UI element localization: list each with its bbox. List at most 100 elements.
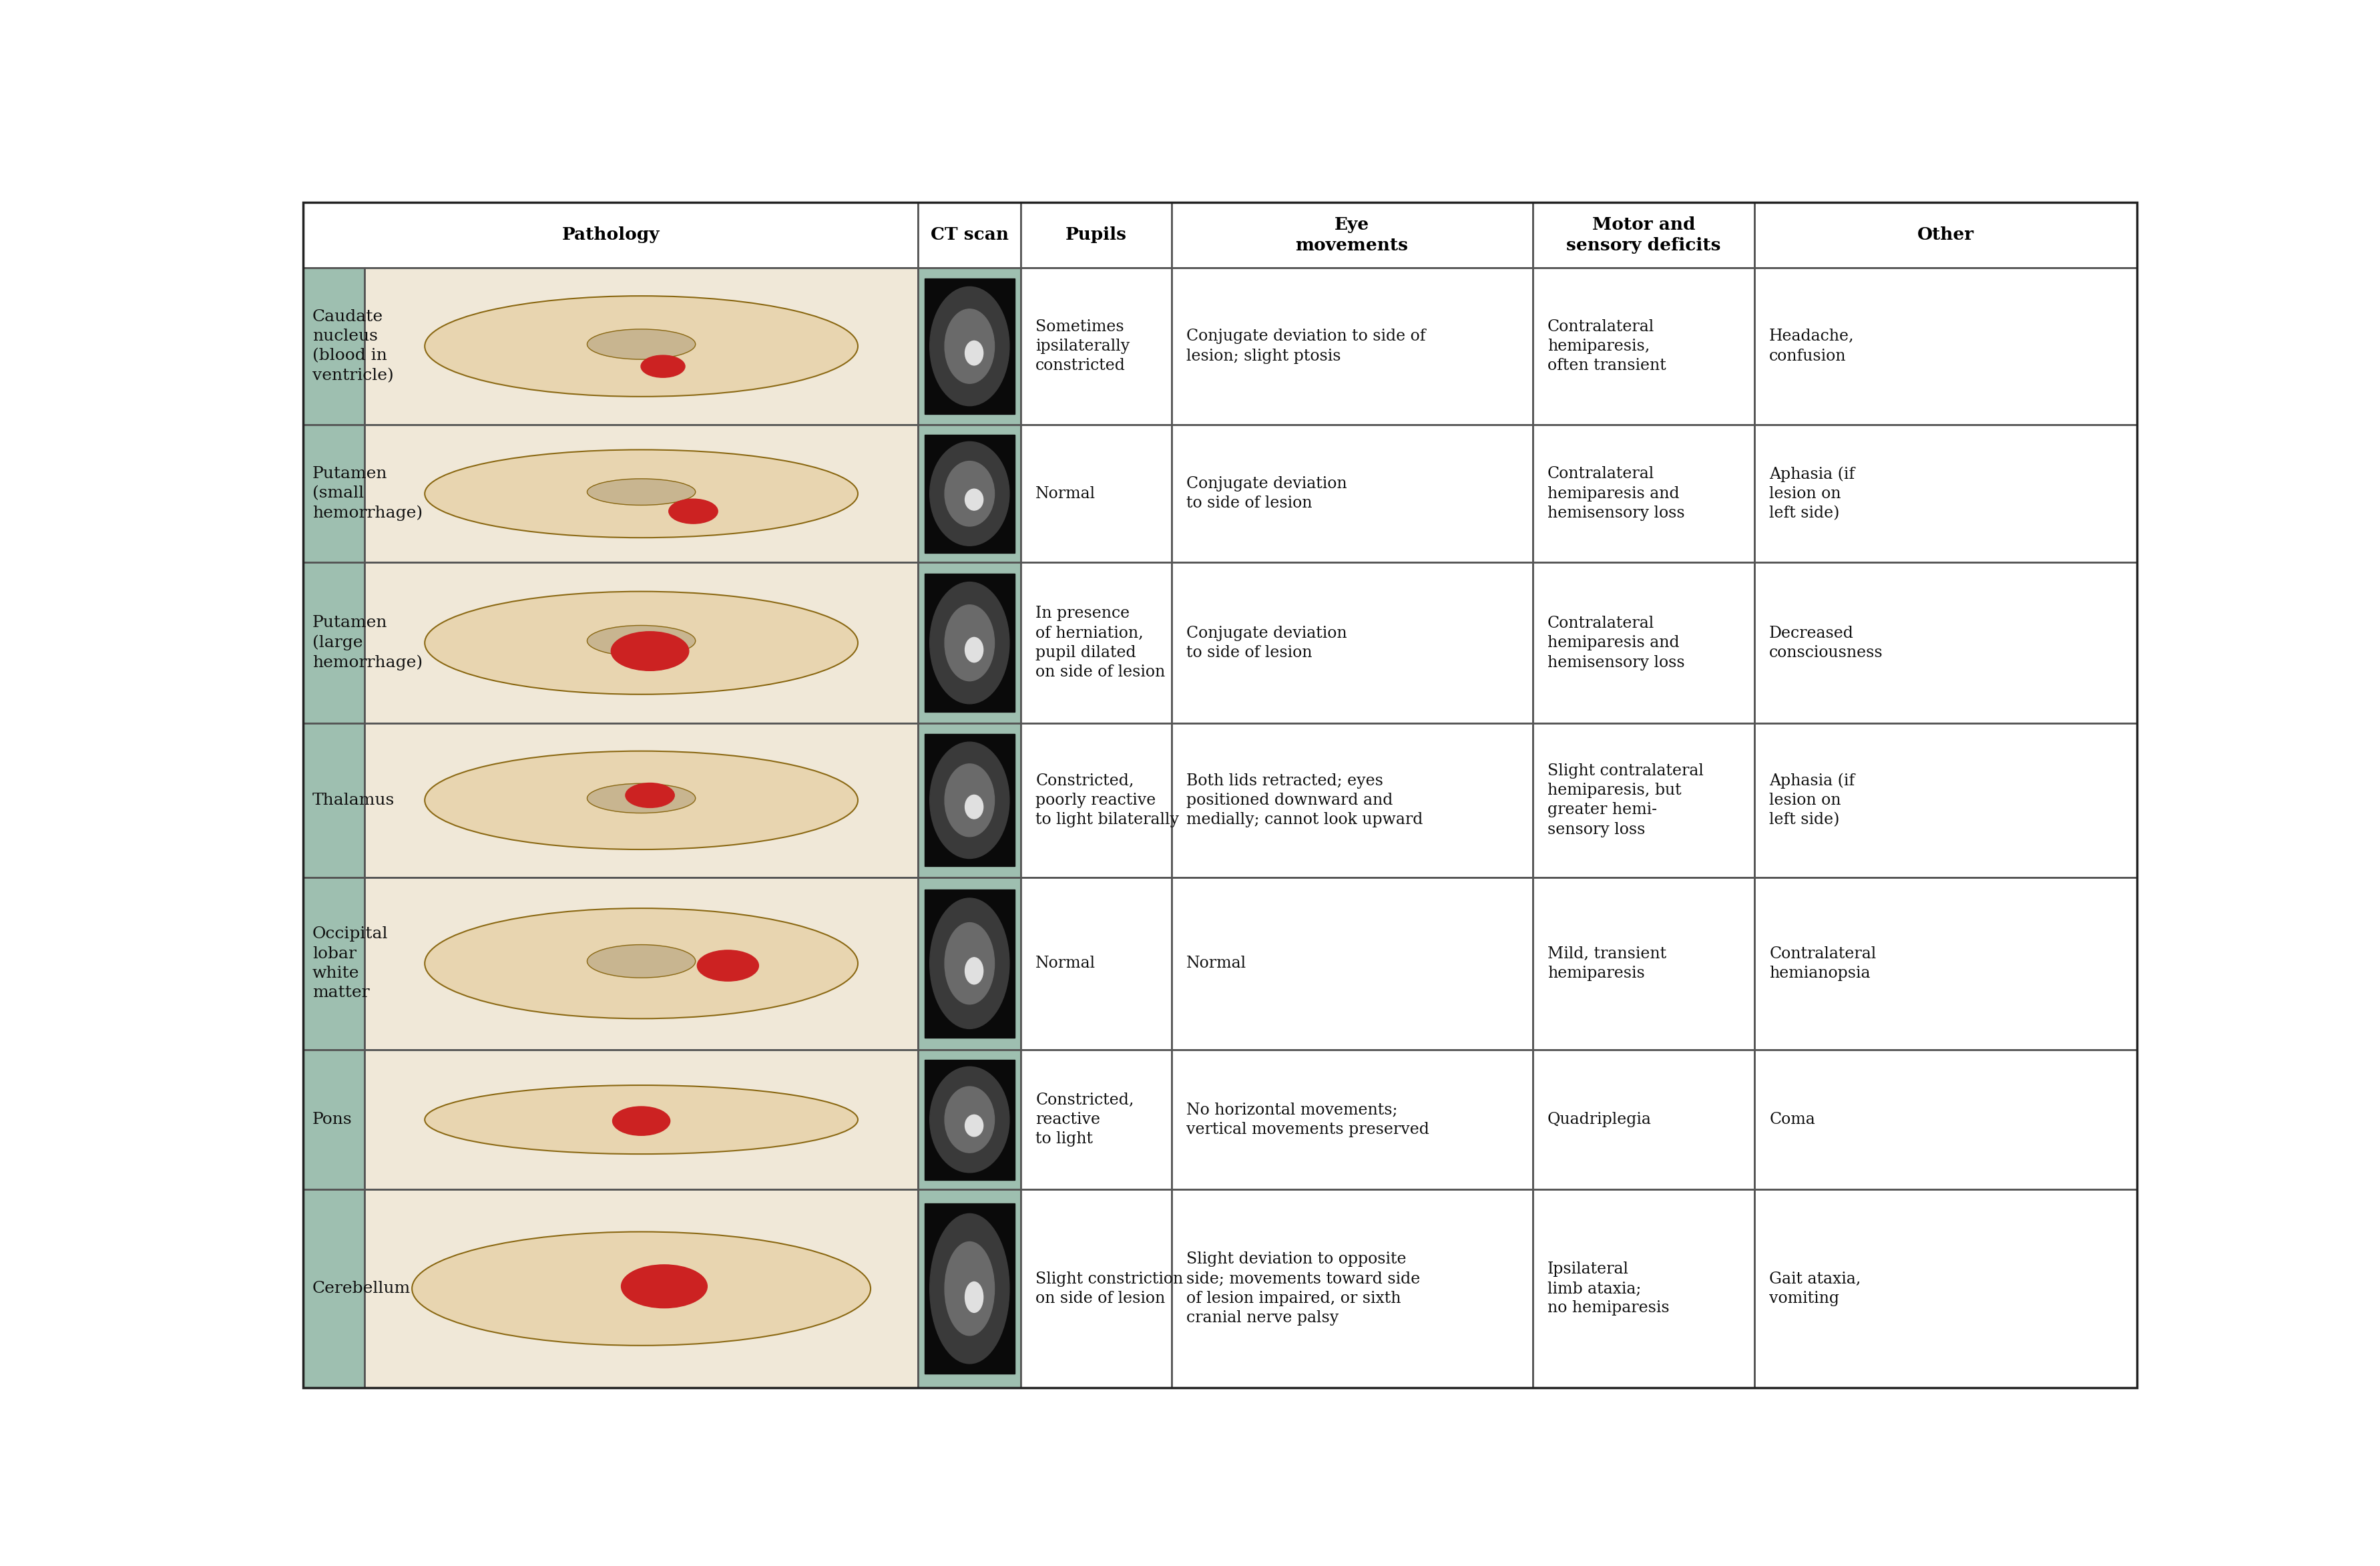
Ellipse shape (626, 783, 674, 808)
Bar (919, 424, 1021, 562)
Bar (1754, 723, 2137, 877)
Ellipse shape (931, 1214, 1009, 1364)
Bar (1533, 202, 1754, 268)
Bar (364, 1190, 919, 1387)
Bar (923, 889, 1014, 1038)
Text: Normal: Normal (1185, 955, 1245, 971)
Bar (302, 877, 364, 1049)
Text: Decreased
consciousness: Decreased consciousness (1768, 625, 1883, 661)
Ellipse shape (964, 341, 983, 365)
Bar (923, 1203, 1014, 1373)
Ellipse shape (669, 500, 716, 523)
Text: Conjugate deviation to side of
lesion; slight ptosis: Conjugate deviation to side of lesion; s… (1185, 329, 1426, 363)
Text: Thalamus: Thalamus (312, 792, 395, 808)
Bar (1754, 1190, 2137, 1387)
Text: Coma: Coma (1768, 1112, 1814, 1128)
Ellipse shape (964, 489, 983, 511)
Bar (919, 1190, 1021, 1387)
Text: Cerebellum: Cerebellum (312, 1281, 409, 1297)
Ellipse shape (945, 460, 995, 526)
Text: Both lids retracted; eyes
positioned downward and
medially; cannot look upward: Both lids retracted; eyes positioned dow… (1185, 774, 1423, 827)
Ellipse shape (424, 592, 857, 694)
Bar (1021, 877, 1171, 1049)
Text: Contralateral
hemiparesis and
hemisensory loss: Contralateral hemiparesis and hemisensor… (1547, 467, 1685, 521)
Bar (302, 202, 919, 268)
Bar (923, 434, 1014, 553)
Bar (923, 279, 1014, 413)
Text: Eye
movements: Eye movements (1295, 216, 1409, 254)
Bar (1533, 1049, 1754, 1190)
Bar (1754, 877, 2137, 1049)
Bar (364, 424, 919, 562)
Ellipse shape (612, 1107, 669, 1135)
Ellipse shape (424, 752, 857, 849)
Bar (1533, 424, 1754, 562)
Bar (923, 734, 1014, 866)
Ellipse shape (612, 631, 688, 670)
Bar (302, 723, 364, 877)
Ellipse shape (945, 604, 995, 681)
Ellipse shape (931, 899, 1009, 1029)
Ellipse shape (931, 442, 1009, 547)
Text: Putamen
(small
hemorrhage): Putamen (small hemorrhage) (312, 467, 424, 521)
Ellipse shape (945, 1242, 995, 1336)
Ellipse shape (964, 637, 983, 662)
Bar (1021, 1190, 1171, 1387)
Text: Mild, transient
hemiparesis: Mild, transient hemiparesis (1547, 946, 1666, 980)
Ellipse shape (931, 583, 1009, 703)
Text: Occipital
lobar
white
matter: Occipital lobar white matter (312, 927, 388, 1001)
Ellipse shape (931, 287, 1009, 406)
Bar (1754, 1049, 2137, 1190)
Text: Aphasia (if
lesion on
left side): Aphasia (if lesion on left side) (1768, 774, 1854, 828)
Bar (1021, 202, 1171, 268)
Bar (1533, 562, 1754, 723)
Bar (364, 723, 919, 877)
Text: Slight deviation to opposite
side; movements toward side
of lesion impaired, or : Slight deviation to opposite side; movem… (1185, 1251, 1418, 1326)
Text: Headache,
confusion: Headache, confusion (1768, 329, 1854, 363)
Bar (1021, 562, 1171, 723)
Text: Quadriplegia: Quadriplegia (1547, 1112, 1652, 1128)
Bar (919, 723, 1021, 877)
Ellipse shape (964, 796, 983, 819)
Bar (1754, 424, 2137, 562)
Ellipse shape (621, 1265, 707, 1308)
Bar (1171, 1049, 1533, 1190)
Text: No horizontal movements;
vertical movements preserved: No horizontal movements; vertical moveme… (1185, 1102, 1428, 1137)
Text: Constricted,
poorly reactive
to light bilaterally: Constricted, poorly reactive to light bi… (1035, 774, 1178, 827)
Bar (923, 1060, 1014, 1179)
Bar (1171, 424, 1533, 562)
Ellipse shape (412, 1232, 871, 1345)
Bar (1171, 562, 1533, 723)
Bar (302, 1190, 364, 1387)
Ellipse shape (697, 951, 759, 980)
Ellipse shape (588, 625, 695, 656)
Text: Slight constriction
on side of lesion: Slight constriction on side of lesion (1035, 1272, 1183, 1306)
Bar (1021, 1049, 1171, 1190)
Ellipse shape (945, 309, 995, 384)
Text: Conjugate deviation
to side of lesion: Conjugate deviation to side of lesion (1185, 476, 1347, 511)
Ellipse shape (424, 1085, 857, 1154)
Bar (364, 1049, 919, 1190)
Bar (1754, 562, 2137, 723)
Bar (364, 877, 919, 1049)
Ellipse shape (424, 449, 857, 537)
Text: Ipsilateral
limb ataxia;
no hemiparesis: Ipsilateral limb ataxia; no hemiparesis (1547, 1261, 1668, 1315)
Bar (302, 424, 364, 562)
Text: Contralateral
hemiparesis,
often transient: Contralateral hemiparesis, often transie… (1547, 319, 1666, 374)
Text: CT scan: CT scan (931, 227, 1009, 243)
Ellipse shape (964, 1283, 983, 1312)
Bar (1533, 268, 1754, 424)
Text: Pathology: Pathology (562, 227, 659, 243)
Bar (302, 562, 364, 723)
Text: Contralateral
hemianopsia: Contralateral hemianopsia (1768, 946, 1875, 980)
Text: Conjugate deviation
to side of lesion: Conjugate deviation to side of lesion (1185, 625, 1347, 661)
Bar (364, 268, 919, 424)
Text: Sometimes
ipsilaterally
constricted: Sometimes ipsilaterally constricted (1035, 319, 1130, 374)
Bar (923, 573, 1014, 713)
Ellipse shape (964, 1115, 983, 1137)
Bar (919, 202, 1021, 268)
Bar (1171, 723, 1533, 877)
Ellipse shape (945, 1087, 995, 1153)
Bar (1171, 202, 1533, 268)
Text: Other: Other (1916, 227, 1973, 243)
